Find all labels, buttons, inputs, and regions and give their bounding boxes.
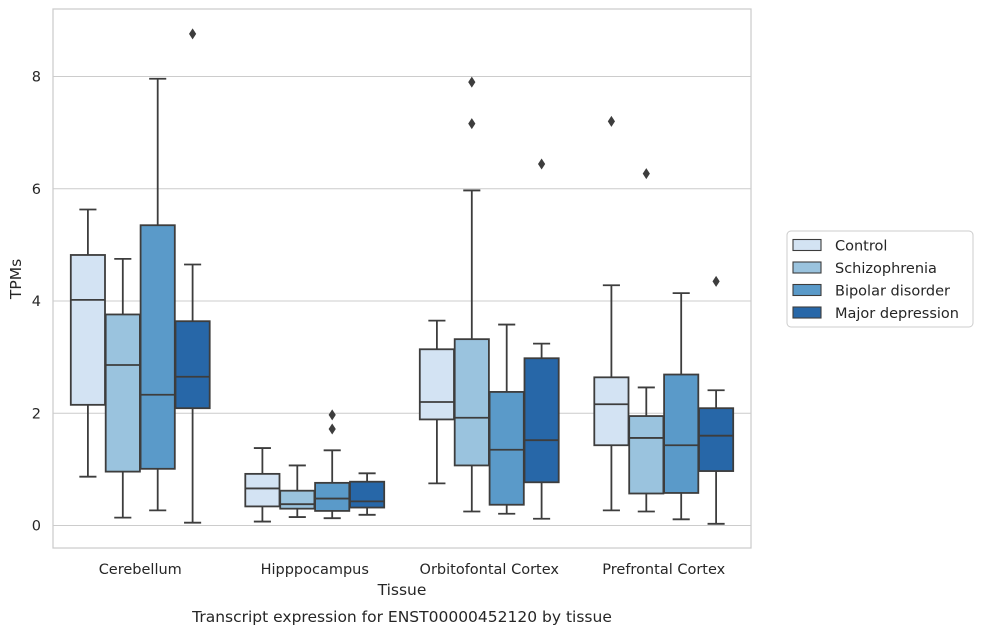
box-schizophrenia	[628, 168, 665, 513]
legend-swatch	[792, 238, 822, 252]
box-iqr	[453, 338, 490, 467]
y-axis-label: TPMs	[7, 259, 25, 300]
box-schizophrenia	[279, 464, 316, 518]
x-tick-label: Hipppocampus	[261, 562, 369, 578]
y-tick-label: 4	[32, 294, 41, 310]
y-tick-label: 2	[32, 406, 41, 422]
box-major-depression	[349, 472, 386, 516]
box-control	[418, 319, 455, 485]
outlier-marker	[328, 423, 336, 435]
outlier-marker	[468, 118, 476, 130]
legend-swatch	[792, 283, 822, 297]
box-iqr	[628, 415, 665, 495]
y-axis-ticks: 0 2 4 6 8	[32, 70, 41, 535]
legend-swatch	[792, 306, 822, 319]
box-iqr	[488, 391, 525, 506]
box-iqr	[698, 407, 735, 472]
legend-label: Control	[835, 239, 887, 255]
y-tick-label: 0	[32, 519, 41, 535]
box-groups	[69, 28, 735, 525]
box-iqr	[663, 373, 700, 494]
x-axis-label: Tissue	[377, 581, 427, 599]
legend: Control Schizophrenia Bipolar disorder Majo…	[786, 230, 974, 328]
outlier-marker	[712, 275, 720, 287]
box-bipolar-disorder	[139, 77, 176, 512]
box-iqr	[104, 313, 141, 473]
y-tick-label: 6	[32, 182, 41, 198]
box-iqr	[523, 357, 560, 484]
x-tick-label: Cerebellum	[99, 562, 182, 578]
box-control	[244, 447, 281, 523]
legend-frame	[786, 230, 974, 328]
y-tick-label: 8	[32, 70, 41, 86]
legend-swatch	[792, 261, 822, 274]
box-iqr	[139, 224, 176, 470]
box-iqr	[593, 376, 630, 447]
box-major-depression	[698, 275, 735, 525]
box-schizophrenia	[453, 76, 490, 513]
chart-title: Transcript expression for ENST0000045212…	[191, 608, 612, 626]
legend-label: Schizophrenia	[835, 261, 937, 277]
x-axis-ticks: Cerebellum Hipppocampus Orbitofontal Corte…	[99, 562, 726, 578]
box-iqr	[314, 481, 351, 512]
box-major-depression	[174, 28, 211, 524]
legend-label: Major depression	[835, 306, 959, 322]
box-bipolar-disorder	[663, 292, 700, 521]
box-iqr	[418, 348, 455, 421]
outlier-marker	[189, 28, 197, 40]
outlier-marker	[468, 76, 476, 88]
box-iqr	[244, 472, 281, 508]
outlier-marker	[538, 158, 546, 170]
legend-label: Bipolar disorder	[835, 284, 950, 300]
box-iqr	[279, 489, 316, 510]
x-tick-label: Orbitofontal Cortex	[420, 562, 560, 578]
box-control	[69, 208, 106, 478]
box-major-depression	[523, 158, 560, 520]
plot-frame	[52, 8, 752, 549]
outlier-marker	[328, 409, 336, 421]
outlier-marker	[642, 168, 650, 180]
x-tick-label: Prefrontal Cortex	[602, 562, 725, 578]
box-iqr	[174, 320, 211, 410]
box-bipolar-disorder	[488, 323, 525, 515]
outlier-marker	[607, 115, 615, 127]
box-iqr	[349, 480, 386, 509]
box-control	[593, 115, 630, 512]
box-iqr	[69, 254, 106, 406]
box-bipolar-disorder	[314, 409, 351, 520]
box-schizophrenia	[104, 258, 141, 519]
